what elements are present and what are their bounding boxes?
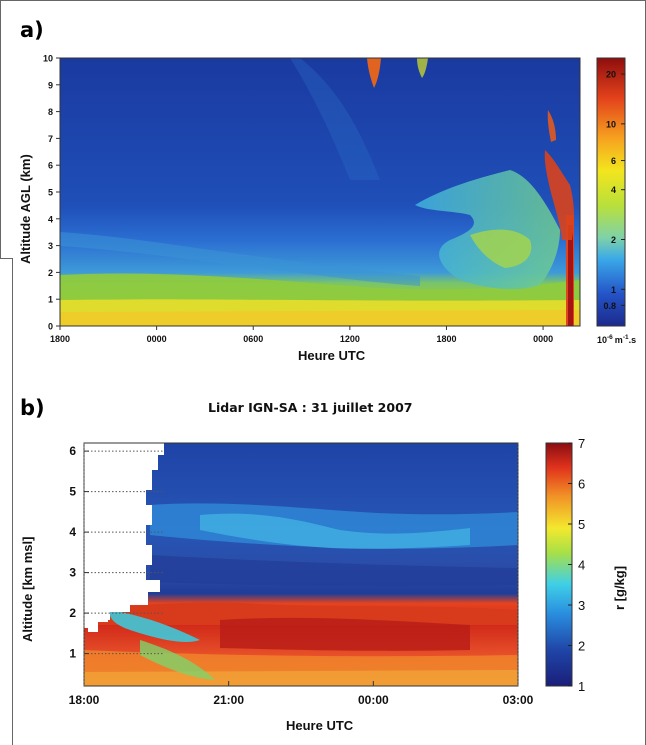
frame-left-tick — [0, 258, 12, 259]
chart-a-xtick-label: 1200 — [340, 334, 360, 344]
chart-b-colorbar-tick-label: 5 — [578, 517, 585, 532]
chart-b-colorbar-tick-label: 3 — [578, 598, 585, 613]
chart-b-ytick-label: 2 — [69, 606, 76, 620]
chart-a-colorbar-tick-label: 1 — [611, 285, 616, 295]
chart-b-title: Lidar IGN-SA : 31 juillet 2007 — [208, 400, 413, 415]
chart-b-field — [84, 443, 518, 686]
chart-a-xtick-label: 0000 — [533, 334, 553, 344]
chart-a-colorbar-tick-label: 20 — [606, 70, 616, 80]
chart-b-ytick-label: 6 — [69, 444, 76, 458]
frame-top-line — [0, 0, 646, 1]
chart-b-colorbar-tick-label: 6 — [578, 477, 585, 492]
chart-b-xlabel: Heure UTC — [286, 718, 354, 733]
chart-b-colorbar-tick-label: 7 — [578, 436, 585, 451]
chart-a-ytick-label: 3 — [48, 241, 53, 251]
chart-a-ytick-label: 7 — [48, 134, 53, 144]
chart-a-ytick-label: 0 — [48, 322, 53, 332]
chart-a-xtick-label: 1800 — [436, 334, 456, 344]
chart-b-colorbar-tick-label: 4 — [578, 558, 585, 573]
chart-a-field — [60, 58, 580, 326]
chart-a-ytick-label: 2 — [48, 268, 53, 278]
chart-b-ytick-label: 4 — [69, 525, 76, 539]
panel-b-letter: b) — [20, 396, 45, 420]
chart-b-xtick-label: 03:00 — [503, 693, 534, 707]
panel-a-letter: a) — [20, 18, 44, 42]
chart-b-xtick-label: 21:00 — [213, 693, 244, 707]
chart-a-colorbar — [596, 57, 626, 327]
chart-b-colorbar-tick-label: 1 — [578, 679, 585, 694]
chart-b-ytick-label: 1 — [69, 647, 76, 661]
chart-a-colorbar-tick-label: 10 — [606, 119, 616, 129]
chart-b-xtick-label: 18:00 — [69, 693, 100, 707]
chart-a-ytick-label: 1 — [48, 295, 53, 305]
chart-a-ytick-label: 4 — [48, 214, 53, 224]
chart-a-ytick-label: 6 — [48, 161, 53, 171]
chart-b-colorbar — [545, 442, 573, 687]
chart-a: 0 1 2 3 4 5 6 7 8 9 10 1800 0000 0600 1200 1800 0000 0.8… — [43, 54, 636, 346]
chart-a-ytick-label: 8 — [48, 107, 53, 117]
frame-left-line — [0, 0, 1, 258]
chart-a-ytick-label: 10 — [43, 54, 53, 64]
chart-b-xtick-label: 00:00 — [358, 693, 389, 707]
chart-a-xtick-label: 0600 — [243, 334, 263, 344]
chart-a-colorbar-tick-label: 0.8 — [603, 301, 616, 311]
chart-a-colorbar-tick-label: 2 — [611, 235, 616, 245]
chart-b-colorbar-tick-label: 2 — [578, 639, 585, 654]
chart-a-colorbar-unit: 10-6 m-1.s — [597, 334, 636, 345]
chart-a-ytick-label: 5 — [48, 188, 53, 198]
chart-a-xtick-label: 0000 — [147, 334, 167, 344]
chart-a-ytick-label: 9 — [48, 80, 53, 90]
frame-left-line-lower — [12, 258, 13, 745]
chart-b-ytick-label: 3 — [69, 566, 76, 580]
chart-b-ytick-label: 5 — [69, 485, 76, 499]
chart-a-colorbar-tick-label: 6 — [611, 156, 616, 166]
chart-a-colorbar-tick-label: 4 — [611, 185, 616, 195]
chart-a-xlabel: Heure UTC — [298, 348, 366, 363]
chart-a-xtick-label: 1800 — [50, 334, 70, 344]
